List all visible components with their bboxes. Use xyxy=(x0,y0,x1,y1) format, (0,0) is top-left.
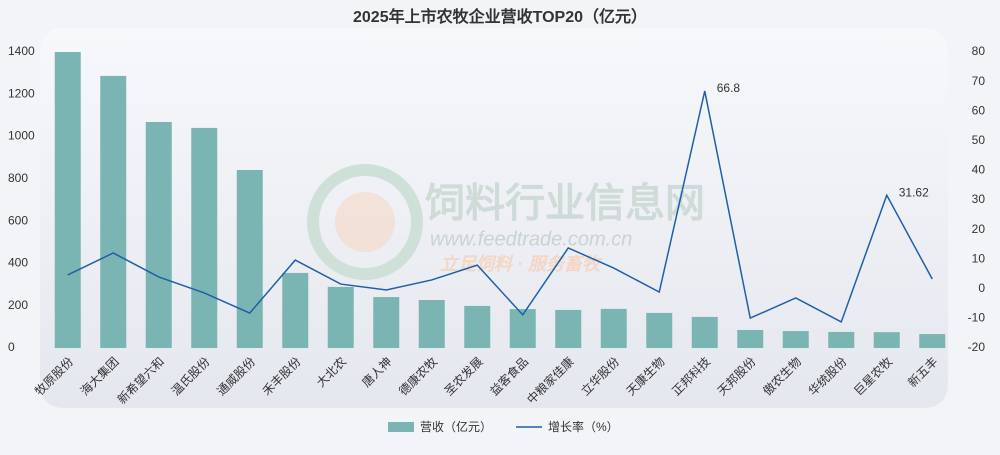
bar xyxy=(464,305,491,348)
bar xyxy=(100,75,127,349)
bar xyxy=(919,334,946,348)
legend-label: 营收（亿元） xyxy=(420,419,492,434)
y-tick-label: 400 xyxy=(8,256,28,270)
y2-tick-label: 50 xyxy=(972,133,986,147)
bar xyxy=(327,286,354,348)
bar xyxy=(145,121,172,349)
y-tick-label: 1000 xyxy=(8,129,35,143)
y2-tick-label: 40 xyxy=(972,163,986,177)
y-tick-label: 600 xyxy=(8,213,28,227)
y2-tick-label: -20 xyxy=(968,340,986,354)
chart-title: 2025年上市农牧企业营收TOP20（亿元） xyxy=(353,7,647,26)
bar xyxy=(418,300,445,348)
bar xyxy=(191,127,218,348)
y-tick-label: 0 xyxy=(8,340,15,354)
bar xyxy=(828,331,855,348)
bar xyxy=(54,52,81,348)
data-label: 66.8 xyxy=(717,81,741,95)
y-tick-label: 200 xyxy=(8,298,28,312)
y2-tick-label: 30 xyxy=(972,192,986,206)
bar xyxy=(282,272,309,348)
watermark-url: www.feedtrade.com.cn xyxy=(430,228,632,250)
bar xyxy=(555,309,582,348)
legend-swatch xyxy=(388,422,414,432)
y-tick-label: 800 xyxy=(8,171,28,185)
bar xyxy=(737,330,764,348)
y2-tick-label: 80 xyxy=(972,44,986,58)
watermark-name: 饲料行业信息网 xyxy=(425,182,705,226)
data-label: 31.62 xyxy=(899,185,929,199)
y2-tick-label: -10 xyxy=(968,311,986,325)
legend-label: 增长率（%） xyxy=(548,419,619,434)
y2-tick-label: 20 xyxy=(972,222,986,236)
bar xyxy=(646,312,673,348)
watermark-slogan: 立足饲料 · 服务畜牧 xyxy=(440,254,603,274)
bar xyxy=(873,332,900,348)
y-tick-label: 1400 xyxy=(8,44,35,58)
bar xyxy=(236,169,263,348)
bar xyxy=(600,308,627,348)
y2-tick-label: 10 xyxy=(972,251,986,265)
bar xyxy=(373,297,400,348)
y-tick-label: 1200 xyxy=(8,86,35,100)
watermark-logo xyxy=(307,164,423,280)
y2-tick-label: 60 xyxy=(972,103,986,117)
bar xyxy=(782,331,809,348)
watermark-logo xyxy=(335,192,395,252)
line xyxy=(67,90,933,324)
y2-tick-label: 0 xyxy=(978,281,985,295)
plot-panel xyxy=(40,28,948,408)
y2-tick-label: 70 xyxy=(972,74,986,88)
bar xyxy=(691,316,718,348)
